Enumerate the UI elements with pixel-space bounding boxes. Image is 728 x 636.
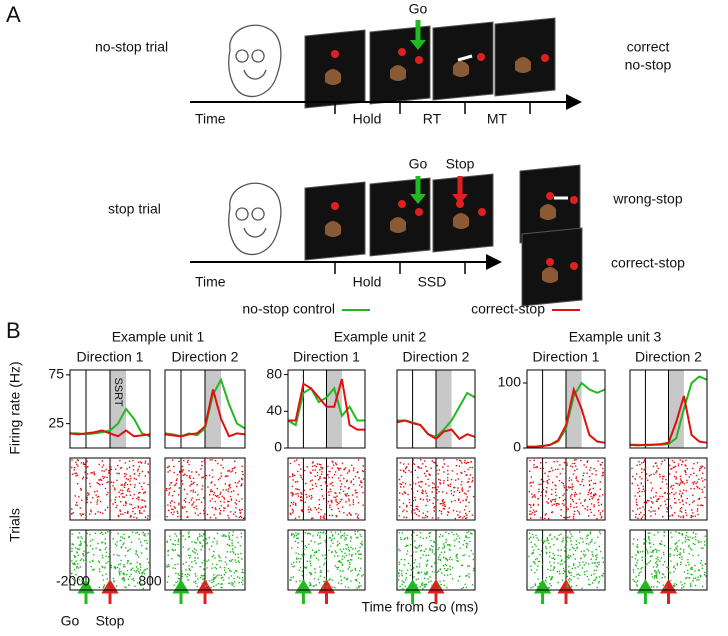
line bbox=[629, 395, 708, 447]
y-tick-label: 40 bbox=[266, 402, 282, 418]
row-label: stop trial bbox=[108, 201, 161, 217]
event-arrow bbox=[636, 579, 655, 604]
y-tick-label: 0 bbox=[274, 439, 282, 455]
plot-frame bbox=[629, 369, 708, 449]
outcome: correct bbox=[627, 39, 670, 55]
event-arrow bbox=[172, 579, 190, 604]
plot-frame bbox=[69, 369, 151, 449]
event-arrow bbox=[101, 579, 119, 604]
event-arrow bbox=[294, 579, 313, 604]
outcome: no-stop bbox=[625, 57, 672, 73]
y-tick-label: 75 bbox=[48, 366, 64, 382]
raster bbox=[71, 459, 150, 520]
event-arrow bbox=[77, 579, 95, 604]
plot-frame bbox=[396, 369, 476, 449]
chart-title: Direction 1 bbox=[533, 349, 600, 365]
y-tick-label: 25 bbox=[48, 414, 64, 430]
shade bbox=[668, 370, 684, 448]
y-tick-label: 100 bbox=[498, 374, 522, 390]
raster-frame bbox=[526, 457, 606, 521]
y-label: Firing rate (Hz) bbox=[7, 361, 23, 454]
line bbox=[164, 389, 246, 438]
raster bbox=[166, 531, 245, 589]
raster-frame bbox=[526, 529, 606, 591]
unit-title: Example unit 1 bbox=[112, 329, 205, 345]
panel-label: B bbox=[6, 318, 21, 343]
chart-title: Direction 1 bbox=[293, 349, 360, 365]
stop-label: Stop bbox=[446, 156, 475, 172]
x-label: Time from Go (ms) bbox=[362, 599, 479, 615]
line bbox=[527, 386, 606, 448]
raster-frame bbox=[629, 457, 708, 521]
row-label: no-stop trial bbox=[95, 39, 168, 55]
raster bbox=[528, 459, 604, 520]
outcome: wrong-stop bbox=[612, 191, 682, 207]
go-label: Go bbox=[61, 613, 80, 629]
chart-title: Direction 2 bbox=[635, 349, 702, 365]
raster-frame bbox=[396, 457, 476, 521]
line bbox=[288, 378, 365, 431]
phase: MT bbox=[487, 111, 508, 127]
panel-label: A bbox=[6, 2, 21, 27]
shade-label: SSRT bbox=[112, 377, 124, 406]
go-label: Go bbox=[409, 1, 428, 17]
raster bbox=[71, 531, 150, 590]
raster-frame bbox=[69, 529, 151, 591]
raster bbox=[398, 459, 475, 520]
phase: Hold bbox=[353, 111, 382, 127]
raster-frame bbox=[396, 529, 476, 591]
shade bbox=[436, 370, 452, 448]
raster bbox=[398, 531, 475, 590]
unit-title: Example unit 2 bbox=[334, 329, 427, 345]
line bbox=[69, 429, 151, 438]
x-tick-label: 0 bbox=[82, 573, 90, 589]
raster bbox=[289, 531, 364, 590]
time-label: Time bbox=[195, 274, 226, 290]
go-label: Go bbox=[409, 156, 428, 172]
raster-frame bbox=[287, 457, 366, 521]
raster-frame bbox=[287, 529, 366, 591]
raster-frame bbox=[164, 457, 246, 521]
event-arrow bbox=[317, 579, 336, 604]
unit-title: Example unit 3 bbox=[569, 329, 662, 345]
line bbox=[396, 419, 476, 441]
plot-frame bbox=[164, 369, 246, 449]
shade bbox=[566, 370, 582, 448]
legend-label: correct-stop bbox=[471, 301, 545, 317]
y-label: Trials bbox=[7, 508, 23, 542]
raster-frame bbox=[69, 457, 151, 521]
event-arrow bbox=[427, 579, 445, 604]
phase: RT bbox=[423, 111, 442, 127]
time-label: Time bbox=[195, 111, 226, 127]
event-arrow bbox=[557, 579, 575, 604]
outcome: correct-stop bbox=[611, 255, 685, 271]
phase: SSD bbox=[418, 274, 447, 290]
chart-title: Direction 1 bbox=[77, 349, 144, 365]
event-arrow bbox=[533, 579, 552, 604]
chart-title: Direction 2 bbox=[403, 349, 470, 365]
legend-label: no-stop control bbox=[242, 301, 335, 317]
raster-frame bbox=[629, 529, 708, 591]
line bbox=[287, 386, 365, 427]
shade bbox=[110, 370, 126, 448]
raster bbox=[166, 459, 245, 519]
shade bbox=[205, 370, 221, 448]
chart-title: Direction 2 bbox=[172, 349, 239, 365]
plot-frame bbox=[526, 369, 606, 449]
raster-frame bbox=[164, 529, 246, 591]
y-tick-label: 80 bbox=[266, 365, 282, 381]
event-arrow bbox=[196, 579, 214, 604]
y-tick-label: 0 bbox=[513, 439, 521, 455]
phase: Hold bbox=[353, 274, 382, 290]
raster bbox=[528, 531, 605, 589]
stop-label: Stop bbox=[96, 613, 125, 629]
event-arrow bbox=[659, 579, 678, 604]
plot-frame bbox=[287, 369, 366, 449]
